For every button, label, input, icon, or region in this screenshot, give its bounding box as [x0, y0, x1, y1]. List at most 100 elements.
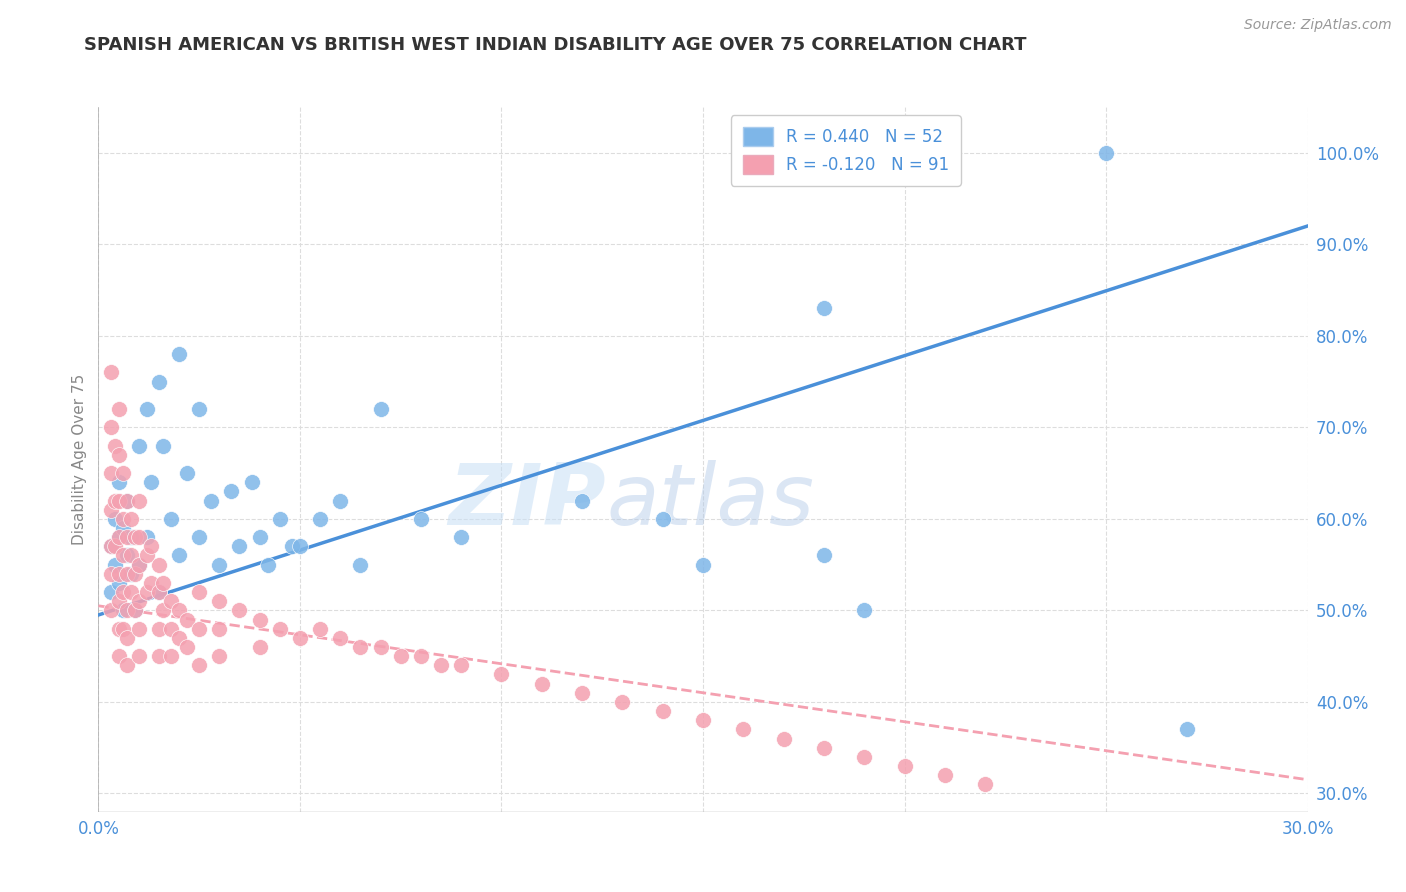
- Point: [934, 768, 956, 782]
- Point: [167, 347, 190, 361]
- Point: [813, 740, 835, 755]
- Point: [148, 622, 170, 636]
- Point: [893, 759, 915, 773]
- Point: [176, 613, 198, 627]
- Point: [128, 649, 150, 664]
- Point: [135, 585, 157, 599]
- Point: [409, 649, 432, 664]
- Point: [329, 493, 352, 508]
- Point: [409, 512, 432, 526]
- Point: [450, 658, 472, 673]
- Point: [370, 640, 392, 654]
- Point: [107, 402, 129, 417]
- Point: [228, 603, 250, 617]
- Point: [103, 539, 125, 553]
- Point: [733, 723, 755, 737]
- Point: [208, 558, 231, 572]
- Point: [249, 640, 271, 654]
- Point: [1095, 145, 1118, 160]
- Point: [120, 512, 142, 526]
- Point: [148, 375, 170, 389]
- Point: [651, 704, 673, 718]
- Point: [772, 731, 794, 746]
- Point: [221, 484, 243, 499]
- Point: [430, 658, 453, 673]
- Point: [188, 402, 211, 417]
- Point: [160, 622, 183, 636]
- Point: [107, 594, 129, 608]
- Point: [120, 566, 142, 581]
- Point: [124, 603, 146, 617]
- Point: [107, 576, 129, 591]
- Point: [103, 493, 125, 508]
- Point: [692, 713, 714, 727]
- Point: [813, 549, 835, 563]
- Point: [148, 558, 170, 572]
- Point: [269, 622, 291, 636]
- Point: [269, 512, 291, 526]
- Point: [249, 530, 271, 544]
- Y-axis label: Disability Age Over 75: Disability Age Over 75: [72, 374, 87, 545]
- Point: [281, 539, 304, 553]
- Point: [974, 777, 997, 791]
- Point: [188, 530, 211, 544]
- Point: [128, 622, 150, 636]
- Point: [111, 521, 134, 535]
- Point: [100, 539, 122, 553]
- Point: [128, 439, 150, 453]
- Point: [124, 530, 146, 544]
- Point: [148, 649, 170, 664]
- Point: [128, 558, 150, 572]
- Point: [115, 566, 138, 581]
- Point: [152, 439, 174, 453]
- Point: [148, 585, 170, 599]
- Point: [107, 566, 129, 581]
- Point: [115, 493, 138, 508]
- Point: [571, 493, 593, 508]
- Point: [813, 301, 835, 316]
- Point: [389, 649, 412, 664]
- Point: [139, 475, 162, 490]
- Point: [124, 566, 146, 581]
- Point: [249, 613, 271, 627]
- Point: [1175, 723, 1198, 737]
- Point: [111, 585, 134, 599]
- Point: [853, 749, 876, 764]
- Point: [188, 585, 211, 599]
- Text: atlas: atlas: [606, 460, 814, 543]
- Point: [288, 539, 311, 553]
- Legend: R = 0.440   N = 52, R = -0.120   N = 91: R = 0.440 N = 52, R = -0.120 N = 91: [731, 115, 960, 186]
- Point: [111, 466, 134, 480]
- Point: [139, 576, 162, 591]
- Point: [288, 631, 311, 645]
- Point: [208, 649, 231, 664]
- Point: [135, 402, 157, 417]
- Point: [111, 549, 134, 563]
- Point: [124, 603, 146, 617]
- Point: [148, 585, 170, 599]
- Point: [103, 558, 125, 572]
- Point: [115, 631, 138, 645]
- Point: [100, 539, 122, 553]
- Point: [208, 594, 231, 608]
- Point: [208, 622, 231, 636]
- Point: [100, 585, 122, 599]
- Point: [100, 502, 122, 516]
- Point: [111, 603, 134, 617]
- Point: [228, 539, 250, 553]
- Point: [135, 549, 157, 563]
- Point: [107, 493, 129, 508]
- Point: [349, 640, 371, 654]
- Point: [107, 448, 129, 462]
- Point: [115, 658, 138, 673]
- Point: [612, 695, 634, 709]
- Point: [107, 649, 129, 664]
- Point: [115, 530, 138, 544]
- Point: [139, 539, 162, 553]
- Point: [167, 631, 190, 645]
- Point: [152, 576, 174, 591]
- Point: [100, 466, 122, 480]
- Point: [167, 549, 190, 563]
- Point: [167, 603, 190, 617]
- Point: [120, 585, 142, 599]
